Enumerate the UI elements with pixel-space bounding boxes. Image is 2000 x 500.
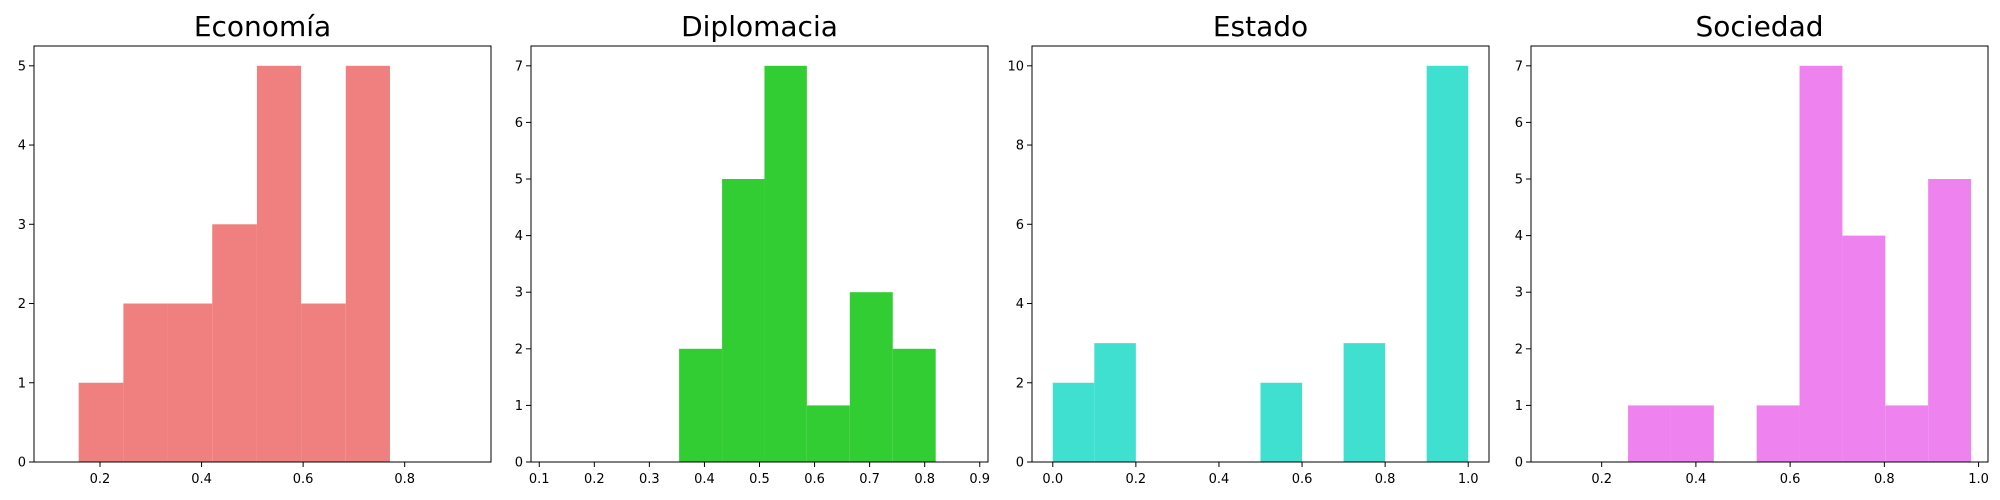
y-tick-label: 3 <box>1515 286 1523 301</box>
y-tick-label: 1 <box>515 399 523 414</box>
x-tick-label: 1.0 <box>1968 472 1989 487</box>
x-tick-label: 0.3 <box>639 472 660 487</box>
histogram-bar <box>78 382 124 462</box>
histogram-bar <box>722 179 765 462</box>
x-tick-label: 0.4 <box>1209 472 1230 487</box>
histogram-bar <box>1799 65 1843 463</box>
x-tick-label: 0.4 <box>694 472 715 487</box>
y-tick-label: 7 <box>1515 59 1523 74</box>
y-tick-label: 4 <box>1515 229 1523 244</box>
histogram-bar <box>679 348 723 462</box>
y-tick-label: 1 <box>18 376 26 391</box>
y-tick-label: 0 <box>1016 456 1024 471</box>
y-tick-label: 6 <box>1515 116 1523 131</box>
histogram-bar <box>167 303 213 462</box>
panel-title: Diplomacia <box>681 10 838 43</box>
x-tick-label: 0.5 <box>749 472 770 487</box>
y-tick-label: 3 <box>18 218 26 233</box>
x-tick-label: 0.4 <box>191 472 212 487</box>
histogram-bar <box>849 292 893 462</box>
x-tick-label: 0.2 <box>1591 472 1612 487</box>
x-tick-label: 0.6 <box>1780 472 1801 487</box>
y-tick-label: 10 <box>1007 59 1024 74</box>
histogram-bar <box>1842 235 1886 462</box>
histogram-bar <box>1426 65 1469 463</box>
y-tick-label: 6 <box>1016 218 1024 233</box>
y-tick-label: 0 <box>515 456 523 471</box>
y-tick-label: 5 <box>1515 173 1523 188</box>
y-tick-label: 1 <box>1515 399 1523 414</box>
histogram-bar <box>123 303 168 462</box>
histogram-panel-2: 0.1 0.2 0.3 0.4 0.5 0.6 0.7 0.8 0.9 0 1 2 3 4 5 6 7 Diplo… <box>515 10 990 487</box>
histogram-bar <box>1052 382 1095 462</box>
histogram-panel-3: 0.0 0.2 0.4 0.6 0.8 1.0 0 2 4 6 8 10 Estado <box>1007 10 1490 487</box>
histogram-bar <box>301 303 346 462</box>
x-tick-label: 0.8 <box>1375 472 1396 487</box>
y-tick-label: 5 <box>18 59 26 74</box>
histogram-bar <box>806 405 850 462</box>
y-tick-label: 4 <box>18 139 26 154</box>
histogram-bar <box>212 224 257 462</box>
x-tick-label: 0.0 <box>1042 472 1063 487</box>
x-tick-label: 0.6 <box>804 472 825 487</box>
y-tick-label: 0 <box>18 456 26 471</box>
y-tick-label: 6 <box>515 116 523 131</box>
x-tick-label: 0.2 <box>90 472 111 487</box>
histogram-bar <box>1928 179 1972 462</box>
x-tick-label: 0.9 <box>969 472 990 487</box>
x-tick-label: 0.1 <box>529 472 550 487</box>
panel-title: Estado <box>1213 10 1308 43</box>
x-tick-label: 0.7 <box>859 472 880 487</box>
x-tick-label: 0.8 <box>1874 472 1895 487</box>
histogram-bar <box>1885 405 1929 462</box>
histogram-bar <box>1094 343 1136 462</box>
histogram-bar <box>892 348 936 462</box>
histogram-bar <box>1260 382 1303 462</box>
axes-frame <box>1530 45 1989 463</box>
x-tick-label: 0.6 <box>1292 472 1313 487</box>
y-tick-label: 2 <box>18 297 26 312</box>
histogram-panel-1: 0.2 0.4 0.6 0.8 0 1 2 3 4 5 Economía <box>18 10 492 487</box>
y-tick-label: 4 <box>515 229 523 244</box>
histogram-bar <box>1756 405 1800 462</box>
x-tick-label: 0.4 <box>1686 472 1707 487</box>
histogram-bar <box>764 65 807 463</box>
x-tick-label: 0.2 <box>1126 472 1147 487</box>
histogram-bar <box>256 65 302 463</box>
y-tick-label: 0 <box>1515 456 1523 471</box>
x-tick-label: 0.8 <box>394 472 415 487</box>
panel-title: Sociedad <box>1695 10 1823 43</box>
x-tick-label: 0.2 <box>584 472 605 487</box>
x-tick-label: 1.0 <box>1458 472 1479 487</box>
axes-frame <box>1031 45 1490 463</box>
y-tick-label: 2 <box>1515 342 1523 357</box>
histogram-bar <box>1628 405 1671 462</box>
axes-frame <box>33 45 492 463</box>
y-tick-label: 2 <box>515 342 523 357</box>
panel-title: Economía <box>194 10 331 43</box>
y-tick-label: 2 <box>1016 376 1024 391</box>
y-tick-label: 5 <box>515 173 523 188</box>
y-tick-label: 3 <box>515 286 523 301</box>
histogram-bar <box>1343 343 1386 462</box>
histogram-bar <box>345 65 390 463</box>
y-tick-label: 4 <box>1016 297 1024 312</box>
histogram-panel-4: 0.2 0.4 0.6 0.8 1.0 0 1 2 3 4 5 6 7 Sociedad <box>1515 10 1989 487</box>
histogram-bar <box>1670 405 1714 462</box>
y-tick-label: 7 <box>515 59 523 74</box>
x-tick-label: 0.6 <box>293 472 314 487</box>
x-tick-label: 0.8 <box>914 472 935 487</box>
y-tick-label: 8 <box>1016 139 1024 154</box>
